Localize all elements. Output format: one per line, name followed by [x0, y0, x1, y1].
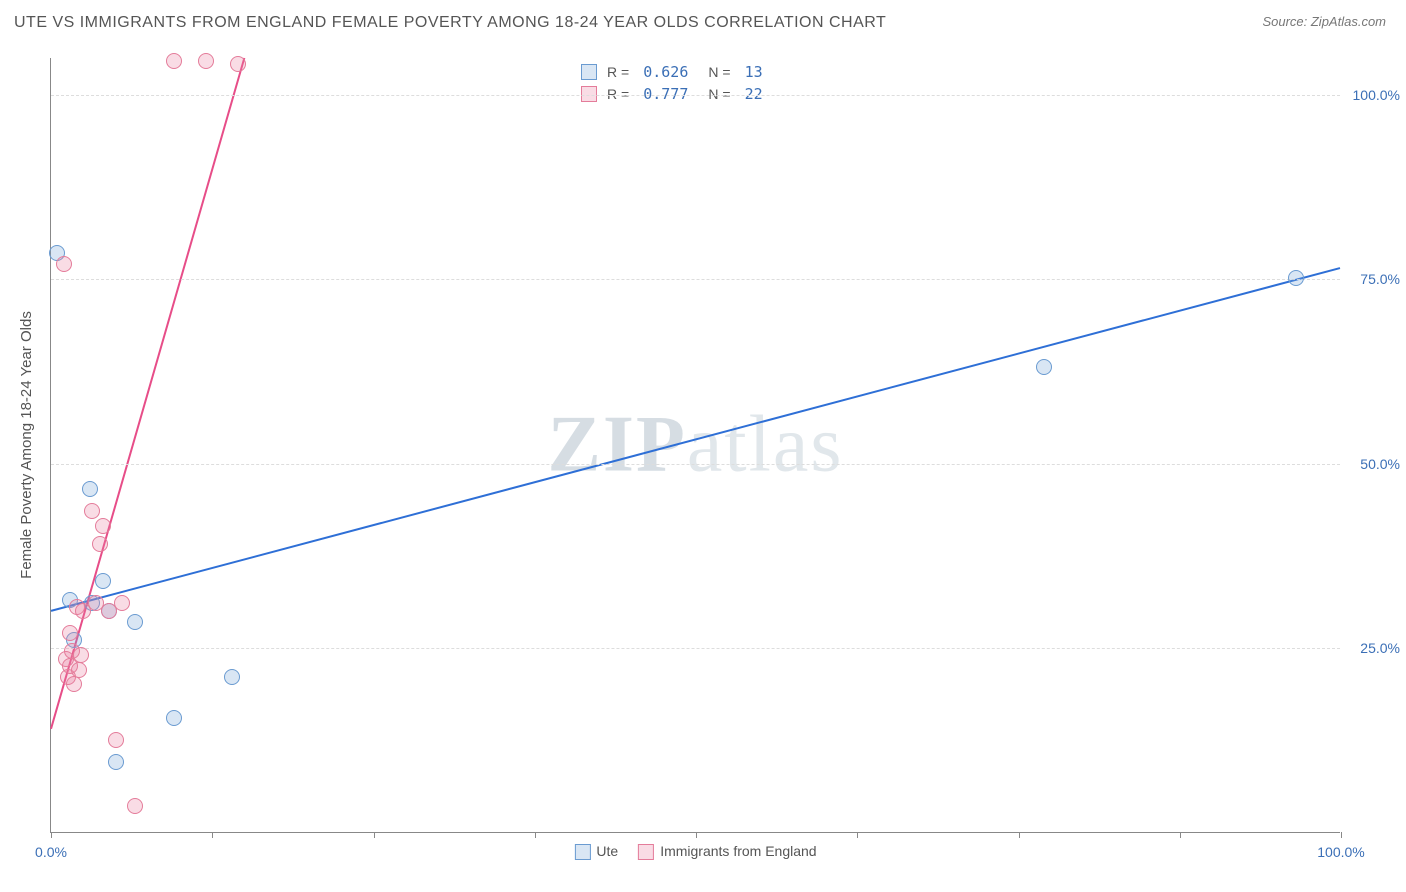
x-tick — [1019, 832, 1020, 838]
legend-n-value: 13 — [745, 63, 763, 81]
legend-series: Ute Immigrants from England — [574, 843, 816, 860]
x-tick — [51, 832, 52, 838]
legend-swatch — [574, 844, 590, 860]
trend-line — [51, 58, 244, 729]
legend-label: Immigrants from England — [660, 843, 816, 859]
x-tick — [696, 832, 697, 838]
y-tick-label: 100.0% — [1345, 87, 1400, 103]
data-point — [108, 732, 124, 748]
data-point — [84, 503, 100, 519]
y-tick-label: 50.0% — [1345, 456, 1400, 472]
legend-correlation: R = 0.626N = 13R = 0.777N = 22 — [573, 61, 781, 105]
x-tick — [1341, 832, 1342, 838]
x-tick — [212, 832, 213, 838]
data-point — [127, 798, 143, 814]
data-point — [166, 710, 182, 726]
y-axis-label: Female Poverty Among 18-24 Year Olds — [18, 311, 35, 579]
x-tick-label: 0.0% — [35, 844, 67, 860]
legend-swatch — [581, 64, 597, 80]
trend-line — [51, 268, 1340, 611]
data-point — [73, 647, 89, 663]
legend-r-label: R = — [607, 64, 629, 80]
data-point — [82, 481, 98, 497]
data-point — [95, 573, 111, 589]
data-point — [62, 625, 78, 641]
gridline — [51, 648, 1340, 649]
data-point — [92, 536, 108, 552]
gridline — [51, 279, 1340, 280]
legend-row: R = 0.626 N = 13 — [573, 61, 781, 83]
gridline — [51, 464, 1340, 465]
legend-n-label: N = — [708, 64, 730, 80]
trend-lines-layer — [51, 58, 1340, 832]
data-point — [230, 56, 246, 72]
x-tick-label: 100.0% — [1317, 844, 1364, 860]
data-point — [95, 518, 111, 534]
data-point — [198, 53, 214, 69]
x-tick — [1180, 832, 1181, 838]
legend-label: Ute — [596, 843, 618, 859]
data-point — [71, 662, 87, 678]
source-label: Source: ZipAtlas.com — [1262, 14, 1386, 29]
x-tick — [857, 832, 858, 838]
data-point — [56, 256, 72, 272]
y-tick-label: 75.0% — [1345, 271, 1400, 287]
legend-item: Ute — [574, 843, 618, 860]
gridline — [51, 95, 1340, 96]
x-tick — [535, 832, 536, 838]
chart-plot-area: ZIPatlas R = 0.626N = 13R = 0.777N = 22 … — [50, 58, 1340, 833]
y-tick-label: 25.0% — [1345, 640, 1400, 656]
chart-title: UTE VS IMMIGRANTS FROM ENGLAND FEMALE PO… — [14, 14, 886, 32]
legend-item: Immigrants from England — [638, 843, 816, 860]
legend-r-value: 0.626 — [643, 63, 688, 81]
data-point — [224, 669, 240, 685]
data-point — [1036, 359, 1052, 375]
x-tick — [374, 832, 375, 838]
data-point — [166, 53, 182, 69]
data-point — [66, 676, 82, 692]
data-point — [114, 595, 130, 611]
legend-swatch — [638, 844, 654, 860]
data-point — [127, 614, 143, 630]
data-point — [1288, 270, 1304, 286]
data-point — [108, 754, 124, 770]
